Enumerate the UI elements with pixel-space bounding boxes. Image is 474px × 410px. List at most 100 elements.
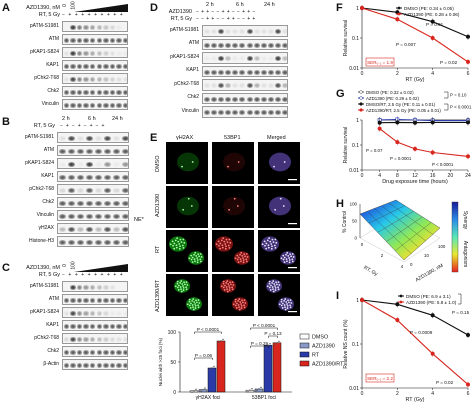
focus-dot (283, 256, 286, 259)
p-bracket (250, 327, 278, 330)
blot-band (282, 42, 287, 48)
panel-b-letter: B (2, 116, 10, 128)
blot-band (109, 51, 116, 56)
focus-dot (242, 257, 245, 259)
focus-dot (220, 285, 223, 288)
panel-c-blots: pATM-S1981 ATM pKAP1-S824 KAP1 pChk2-T68 Chk2… (2, 280, 130, 371)
blot-band (116, 77, 122, 82)
blot-band (232, 69, 239, 75)
focus-dot (277, 288, 280, 291)
blot-strip (57, 158, 129, 169)
blot-band (268, 96, 275, 102)
blot-band (89, 285, 96, 290)
blot-band (89, 64, 96, 69)
blot-band (83, 38, 89, 43)
blot-band (246, 56, 253, 62)
surface-grid (395, 222, 432, 251)
focus-dot (291, 260, 294, 263)
panel-e-row-azd: AZD1390 (155, 193, 161, 217)
micrograph-tile (166, 274, 208, 316)
blot-label: KAP1 (186, 67, 199, 74)
blot-band (67, 214, 76, 219)
blot-band (122, 64, 127, 69)
focus-dot (242, 261, 245, 264)
blot-band (85, 149, 94, 154)
focus-dot (228, 208, 231, 211)
p-value-label: P = 0.29 (251, 341, 269, 346)
y-axis-label: Relative survival (343, 127, 349, 163)
z-axis-label: % Control (342, 211, 348, 233)
blot-row: KAP1 (2, 170, 130, 183)
panel-e-row-rt: RT (155, 245, 161, 253)
panel-a-dose-zero: 0 (61, 4, 68, 7)
focus-dot (182, 285, 184, 287)
blot-band (260, 56, 267, 62)
blot-band (122, 38, 127, 43)
blot-strip (202, 38, 288, 50)
p-value-label: P = 0.06 (195, 353, 213, 358)
blot-band (67, 136, 76, 141)
blot-band (96, 25, 103, 30)
focus-dot (190, 302, 192, 305)
legend-marker (359, 96, 363, 100)
p-bracket (194, 331, 222, 334)
blot-band (96, 77, 103, 82)
blot-strip (62, 346, 128, 357)
colorbar-bottom-label: Antagonism (462, 241, 468, 267)
blot-band (109, 285, 116, 290)
blot-band (268, 69, 275, 75)
focus-dot (280, 298, 283, 301)
focus-dot (172, 244, 174, 247)
p-value-label: P = 0.007 (396, 42, 416, 47)
focus-dot (215, 243, 218, 246)
blot-band (76, 298, 83, 303)
blot-band (85, 136, 94, 141)
focus-dot (238, 306, 240, 309)
blot-band (121, 188, 128, 193)
focus-dot (291, 253, 294, 255)
focus-dot (194, 251, 197, 254)
blot-strip (57, 197, 129, 208)
focus-dot (171, 240, 174, 243)
blot-band (83, 363, 89, 368)
blot-band (275, 83, 282, 89)
focus-dot (188, 257, 191, 260)
legend-marker (359, 102, 363, 106)
blot-band (85, 188, 94, 193)
x-tick-label: 4 (431, 391, 434, 397)
blot-strip (202, 25, 288, 37)
blot-row: KAP1 (150, 65, 290, 79)
blot-band (83, 350, 89, 355)
legend-marker (397, 12, 401, 16)
panel-e-letter: E (150, 132, 158, 144)
blot-band (83, 285, 89, 290)
blot-band (67, 175, 76, 180)
blot-band (58, 188, 67, 193)
blot-band (63, 51, 70, 56)
blot-band (63, 324, 70, 329)
blot-band (83, 51, 89, 56)
blot-row: pKAP1-S824 (2, 306, 130, 319)
blot-band (76, 240, 85, 245)
blot-band (203, 83, 210, 89)
blot-band (83, 90, 89, 95)
blot-label: Chk2 (42, 198, 54, 205)
y-tick-label: 0 (410, 262, 413, 267)
ser-label: SER₀.₁ = 1.9 (367, 60, 393, 65)
blot-strip (202, 65, 288, 77)
blot-band (225, 96, 232, 102)
blot-band (225, 69, 232, 75)
blot-strip (62, 359, 128, 370)
focus-dot (243, 253, 246, 256)
blot-band (109, 103, 116, 108)
blot-band (58, 201, 67, 206)
blot-row: Chk2 (2, 85, 130, 98)
focus-dot (181, 244, 184, 247)
blot-band (89, 324, 96, 329)
focus-dot (282, 258, 285, 261)
blot-band (63, 337, 70, 342)
focus-dot (225, 245, 227, 248)
panel-c-treatment-label: AZD1390, nM (26, 265, 60, 271)
blot-band (210, 96, 217, 102)
blot-band (76, 149, 85, 154)
